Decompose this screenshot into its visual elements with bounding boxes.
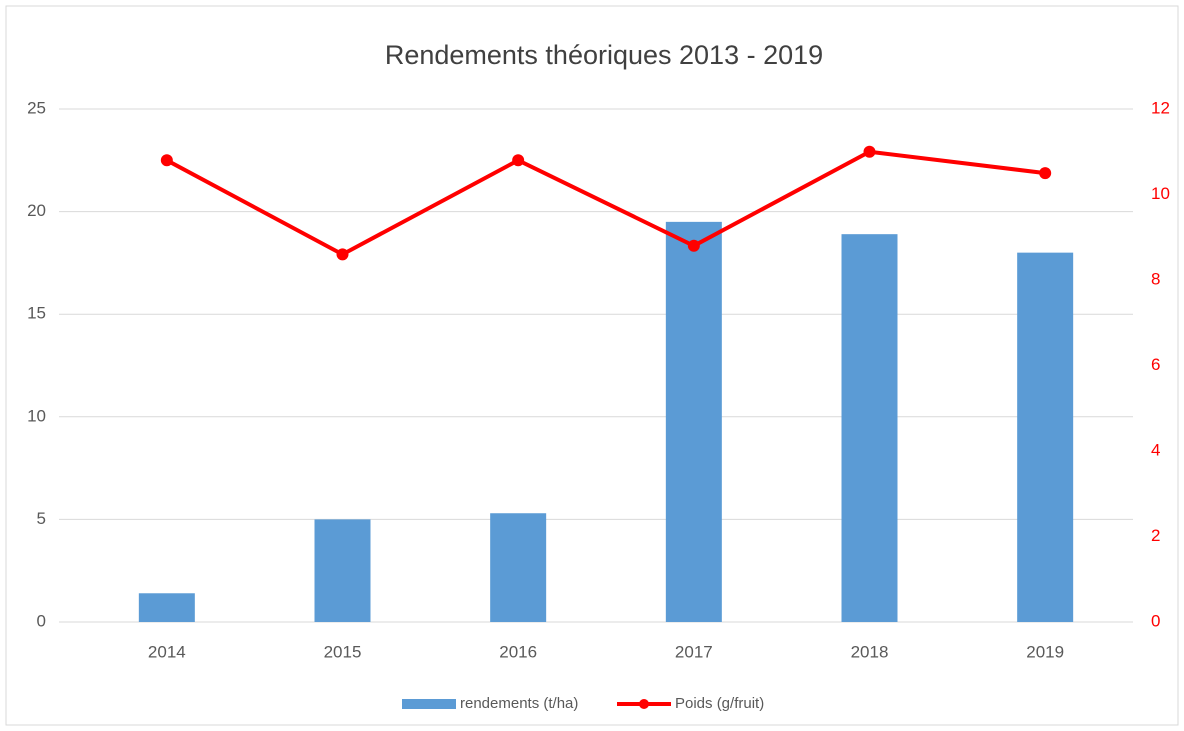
y-tick-label: 0 <box>37 611 46 630</box>
legend-label: Poids (g/fruit) <box>675 695 764 712</box>
y2-tick-label: 2 <box>1151 526 1160 545</box>
chart-title: Rendements théoriques 2013 - 2019 <box>385 40 823 70</box>
y2-tick-label: 10 <box>1151 184 1170 203</box>
legend-swatch-point <box>639 699 649 709</box>
x-tick-label: 2019 <box>1026 642 1064 661</box>
y2-tick-label: 8 <box>1151 269 1160 288</box>
x-tick-label: 2015 <box>324 642 362 661</box>
bar <box>841 234 898 622</box>
legend-label: rendements (t/ha) <box>460 695 578 712</box>
bar <box>490 513 547 622</box>
y2-tick-label: 4 <box>1151 440 1160 459</box>
line <box>165 149 1046 257</box>
line-point <box>863 145 876 158</box>
chart-border <box>5 5 1179 726</box>
y-tick-label: 10 <box>27 406 46 425</box>
x-tick-label: 2018 <box>851 642 889 661</box>
y-tick-label: 15 <box>27 304 46 323</box>
y2-tick-label: 6 <box>1151 355 1160 374</box>
y-tick-label: 25 <box>27 98 46 117</box>
line-point <box>1039 167 1052 180</box>
y2-tick-label: 0 <box>1151 611 1160 630</box>
x-tick-label: 2016 <box>499 642 537 661</box>
line-point <box>512 154 525 167</box>
bar <box>314 519 371 622</box>
x-tick-label: 2017 <box>675 642 713 661</box>
bar <box>665 221 722 623</box>
line-point <box>336 248 349 261</box>
y-tick-label: 20 <box>27 201 46 220</box>
y2-tick-label: 12 <box>1151 98 1170 117</box>
line-point <box>687 239 700 252</box>
legend-swatch <box>402 699 456 709</box>
y-tick-label: 5 <box>37 509 46 528</box>
bar <box>1017 252 1074 622</box>
x-tick-label: 2014 <box>148 642 186 661</box>
bar <box>138 593 195 622</box>
line-point <box>160 154 173 167</box>
